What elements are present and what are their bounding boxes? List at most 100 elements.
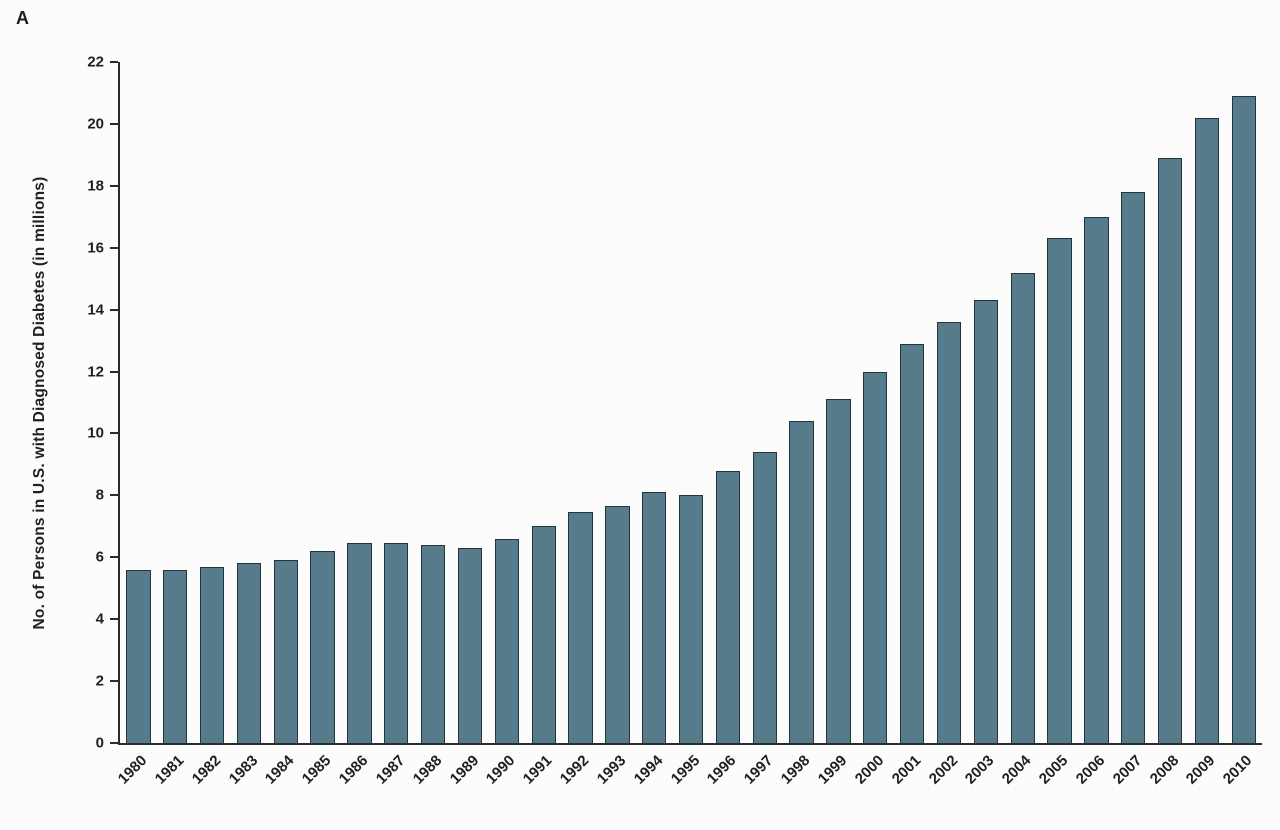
bar-slot: [857, 62, 894, 743]
bar-slot: [267, 62, 304, 743]
bar-slot: [562, 62, 599, 743]
bar-slot: [304, 62, 341, 743]
x-tick-label: 2009: [1183, 752, 1219, 788]
bar-slot: [120, 62, 157, 743]
y-tick-mark: [110, 122, 118, 125]
x-tick-label: 1994: [630, 752, 667, 788]
bar-slot: [194, 62, 231, 743]
x-tick-label: 1983: [225, 752, 261, 788]
bar-slot: [820, 62, 857, 743]
x-tick-label: 2008: [1146, 752, 1182, 788]
x-tick-label: 1987: [372, 752, 409, 788]
y-tick-label: 4: [95, 610, 104, 628]
x-tick-label: 1982: [188, 752, 225, 788]
y-tick-mark: [110, 742, 118, 744]
bar-2000: [863, 371, 888, 743]
bar-1994: [642, 492, 667, 743]
y-tick-mark: [110, 184, 118, 187]
y-tick-mark: [110, 556, 118, 559]
x-tick-label: 2010: [1219, 752, 1256, 788]
x-tick-label: 1998: [777, 752, 814, 788]
bar-2001: [899, 343, 925, 743]
bar-2008: [1157, 157, 1183, 743]
bar-slot: [1225, 62, 1262, 743]
y-tick-label: 18: [87, 177, 104, 195]
bar-slot: [931, 62, 968, 743]
bar-slot: [525, 62, 562, 743]
y-tick-label: 2: [95, 672, 104, 690]
bar-1999: [826, 399, 851, 743]
x-tick-label: 1990: [483, 752, 519, 788]
bar-slot: [1188, 62, 1225, 743]
y-tick-mark: [110, 308, 118, 311]
x-tick-label: 1995: [667, 752, 704, 788]
bar-1984: [273, 560, 298, 743]
x-tick-label: 1984: [262, 752, 298, 788]
bar-1985: [310, 551, 335, 743]
bar-slot: [452, 62, 489, 743]
bar-1996: [715, 470, 741, 743]
bar-slot: [1041, 62, 1078, 743]
x-tick-label: 2003: [962, 752, 998, 788]
bar-2010: [1231, 96, 1256, 743]
bar-slot: [636, 62, 673, 743]
bar-1991: [531, 526, 556, 743]
bar-1987: [384, 543, 409, 743]
y-tick-label: 6: [95, 548, 104, 566]
y-tick-label: 14: [87, 301, 104, 319]
bar-slot: [1078, 62, 1115, 743]
bar-2007: [1121, 192, 1146, 743]
y-tick-mark: [110, 246, 118, 249]
y-tick-mark: [110, 618, 118, 621]
x-tick-label: 2004: [998, 752, 1035, 788]
bar-slot: [231, 62, 268, 743]
bar-slot: [378, 62, 415, 743]
bar-1993: [605, 506, 630, 743]
x-tick-label: 1996: [704, 752, 740, 788]
x-tick-label: 1997: [741, 752, 777, 788]
bar-1986: [347, 543, 372, 743]
y-tick-label: 10: [87, 424, 104, 442]
y-tick-label: 8: [95, 486, 104, 504]
bar-1982: [199, 566, 225, 743]
bar-slot: [746, 62, 783, 743]
x-tick-label: 1986: [335, 752, 372, 788]
bars: [120, 62, 1262, 743]
bar-slot: [783, 62, 820, 743]
bar-1992: [568, 512, 593, 743]
bar-2009: [1194, 117, 1220, 743]
x-tick-label: 2002: [925, 752, 961, 788]
x-tick-label: 2000: [851, 752, 888, 788]
x-tick-label: 1981: [151, 752, 188, 788]
bar-2003: [973, 300, 998, 743]
x-tick-label: 1993: [593, 752, 630, 788]
bar-slot: [599, 62, 636, 743]
x-tick-label: 1985: [299, 752, 335, 788]
x-tick-label: 1980: [114, 752, 151, 788]
bar-2004: [1010, 272, 1035, 743]
bar-1981: [163, 569, 188, 743]
bar-slot: [157, 62, 194, 743]
x-tick-label: 1989: [446, 752, 482, 788]
bar-2006: [1084, 216, 1109, 743]
bar-1995: [678, 495, 704, 743]
bar-1980: [126, 569, 151, 743]
x-tick-label: 2006: [1072, 752, 1109, 788]
bar-slot: [710, 62, 747, 743]
bar-slot: [1152, 62, 1189, 743]
y-tick-mark: [110, 494, 118, 497]
plot-area: 0 2 4 6 8 10 12 14 16 18 20 22 1980 1981 1982 1983 1984…: [87, 54, 1262, 788]
bar-2005: [1047, 238, 1072, 743]
bar-1998: [789, 421, 814, 743]
y-tick-mark: [110, 370, 118, 373]
x-tick-label: 2005: [1035, 752, 1072, 788]
x-axis-labels: 1980 1981 1982 1983 1984 1985 1986 1987 1988 1989…: [115, 743, 1262, 823]
bar-1997: [752, 452, 777, 743]
bar-slot: [967, 62, 1004, 743]
x-tick-label: 1999: [814, 752, 851, 788]
bar-1989: [457, 548, 483, 743]
bar-slot: [341, 62, 378, 743]
bar-2002: [936, 322, 962, 743]
bar-1983: [236, 563, 262, 743]
